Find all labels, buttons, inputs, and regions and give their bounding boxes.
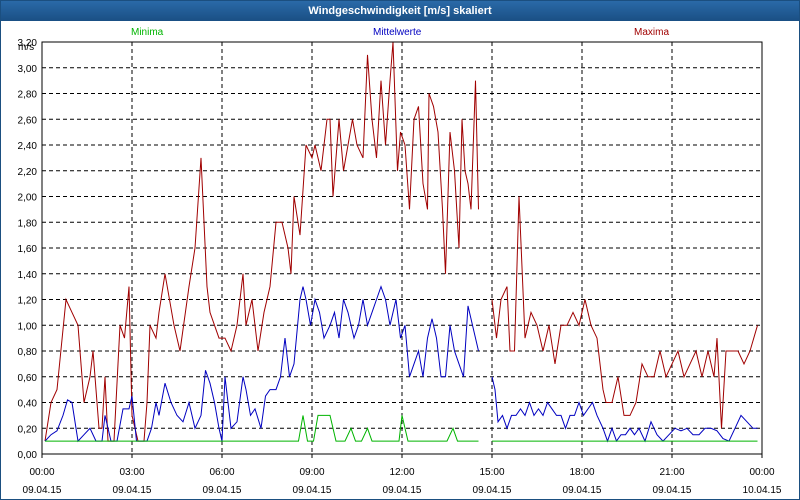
x-tick-time: 21:00	[659, 467, 684, 478]
y-tick-label: 1,40	[18, 270, 38, 281]
legend-maxima: Maxima	[634, 27, 670, 38]
y-tick-label: 3,00	[18, 64, 38, 75]
series-line-maxima-2	[491, 196, 758, 429]
x-tick-date: 09.04.15	[473, 485, 512, 496]
x-tick-time: 15:00	[479, 467, 504, 478]
x-axis-ticks: 00:00 09.04.15 03:00 09.04.15 06:00 09.04.15 0…	[23, 454, 782, 496]
y-tick-label: 2,60	[18, 115, 38, 126]
y-tick-label: 1,80	[18, 218, 38, 229]
y-tick-label: 2,20	[18, 167, 38, 178]
x-tick-date: 09.04.15	[383, 485, 422, 496]
x-tick-date: 10.04.15	[743, 485, 782, 496]
y-tick-label: 1,00	[18, 321, 38, 332]
x-tick-time: 03:00	[119, 467, 144, 478]
series-line-mittelwerte-1	[44, 285, 479, 443]
x-tick-time: 18:00	[569, 467, 594, 478]
y-tick-label: 0,60	[18, 373, 38, 384]
legend-mittelwerte: Mittelwerte	[373, 27, 422, 38]
x-tick-time: 00:00	[29, 467, 54, 478]
x-tick-time: 12:00	[389, 467, 414, 478]
y-tick-label: 0,80	[18, 347, 38, 358]
series-line-maxima-1	[44, 41, 479, 442]
x-tick-time: 00:00	[749, 467, 774, 478]
y-tick-label: 0,00	[18, 450, 38, 461]
y-axis-ticks: 0,00 0,20 0,40 0,60 0,80 1,00 1,20 1,40 1,60 1,80…	[18, 38, 38, 461]
y-axis-label: m/s	[18, 42, 34, 53]
window-title: Windgeschwindigkeit [m/s] skaliert	[1, 1, 799, 21]
y-tick-label: 2,80	[18, 90, 38, 101]
y-tick-label: 0,20	[18, 424, 38, 435]
gridlines	[42, 42, 762, 454]
x-tick-date: 09.04.15	[653, 485, 692, 496]
series-line-minima-1	[45, 414, 479, 442]
legend-minima: Minima	[131, 27, 164, 38]
x-tick-date: 09.04.15	[113, 485, 152, 496]
x-tick-date: 09.04.15	[23, 485, 62, 496]
series-lines	[44, 41, 758, 443]
y-tick-label: 0,40	[18, 399, 38, 410]
y-tick-label: 1,60	[18, 244, 38, 255]
x-tick-date: 09.04.15	[203, 485, 242, 496]
x-tick-time: 06:00	[209, 467, 234, 478]
y-tick-label: 2,00	[18, 193, 38, 204]
series-line-mittelwerte-2	[491, 376, 758, 443]
y-tick-label: 1,20	[18, 296, 38, 307]
y-tick-label: 3,20	[18, 38, 38, 49]
x-tick-date: 09.04.15	[293, 485, 332, 496]
x-tick-time: 09:00	[299, 467, 324, 478]
x-tick-date: 09.04.15	[563, 485, 602, 496]
plot-border	[41, 41, 763, 455]
y-tick-label: 2,40	[18, 141, 38, 152]
